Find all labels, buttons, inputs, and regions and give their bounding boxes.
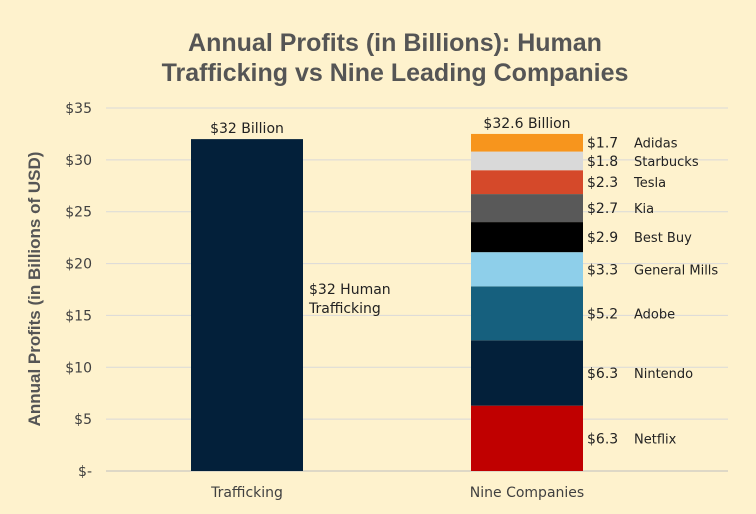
- x-axis-ticks: Trafficking Nine Companies: [210, 485, 584, 501]
- segment-value-label: $5.2: [587, 306, 618, 322]
- x-tick-label: Nine Companies: [470, 485, 584, 501]
- x-tick-label: Trafficking: [210, 485, 283, 501]
- segment-value-label: $6.3: [587, 366, 618, 382]
- bar-segment: [471, 340, 583, 406]
- y-axis-ticks: $- $5 $10 $15 $20 $25 $30 $35: [65, 101, 92, 480]
- y-tick-label: $35: [65, 101, 92, 117]
- segment-name-label: Best Buy: [634, 231, 692, 246]
- bar-segment: [471, 194, 583, 223]
- segment-value-label: $2.3: [587, 175, 618, 191]
- bar-segment: [471, 151, 583, 171]
- y-tick-label: $25: [65, 205, 92, 221]
- segment-name-label: Starbucks: [634, 155, 699, 170]
- segment-name-label: Tesla: [633, 176, 666, 191]
- segment-name-label: Kia: [634, 202, 654, 217]
- segment-value-label: $32 Human: [309, 282, 391, 298]
- y-tick-label: $20: [65, 257, 92, 273]
- segment-name-label: Netflix: [634, 432, 677, 447]
- y-axis-label: Annual Profits (in Billions of USD): [25, 152, 44, 427]
- bar-segment: [471, 252, 583, 287]
- chart-title-line-1: Annual Profits (in Billions): Human: [188, 29, 602, 57]
- segment-value-label: $2.9: [587, 230, 618, 246]
- bar-total-label: $32.6 Billion: [483, 116, 570, 132]
- bar-total-label: $32 Billion: [210, 121, 284, 137]
- segment-value-label: $3.3: [587, 262, 618, 278]
- bar-segment: [471, 405, 583, 471]
- segment-value-label: $2.7: [587, 201, 618, 217]
- segment-value-label: $1.8: [587, 154, 618, 170]
- bar-segment: [471, 133, 583, 152]
- segment-name-label: General Mills: [634, 263, 718, 278]
- segment-value-label: $6.3: [587, 431, 618, 447]
- bar-segment: [191, 139, 303, 471]
- chart-title-line-2: Trafficking vs Nine Leading Companies: [162, 59, 629, 87]
- bar-segment: [471, 222, 583, 253]
- y-tick-label: $5: [74, 412, 92, 428]
- segment-name-label: Nintendo: [634, 367, 693, 382]
- segment-name-label: Adobe: [634, 307, 675, 322]
- bar-segment: [471, 170, 583, 195]
- bar-segment: [471, 286, 583, 341]
- y-tick-label: $10: [65, 360, 92, 376]
- bars: $32 Human Trafficking $32 Billion $6.3 Netfl…: [191, 116, 718, 471]
- segment-value-label: $1.7: [587, 136, 618, 152]
- y-tick-label: $30: [65, 153, 92, 169]
- segment-name-label: Trafficking: [308, 301, 381, 317]
- segment-name-label: Adidas: [634, 137, 678, 152]
- y-tick-label: $-: [78, 464, 92, 480]
- y-tick-label: $15: [65, 308, 92, 324]
